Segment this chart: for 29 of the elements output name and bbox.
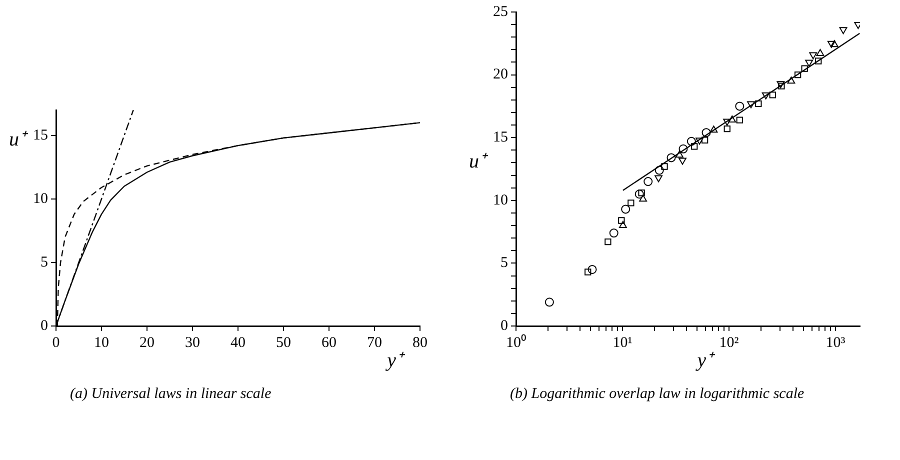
x-axis-title: y⁺ [695, 349, 716, 372]
y-tick-label: 10 [33, 190, 48, 207]
x-tick-label: 20 [140, 334, 154, 351]
y-tick-label: 0 [40, 318, 48, 334]
text: (a) Universal laws in linear scale [69, 385, 272, 404]
x-tick-label: 70 [367, 334, 382, 351]
x-tick-label: 60 [322, 334, 336, 351]
y-axis-title: u⁺ [9, 128, 29, 150]
y-tick-label: 25 [493, 4, 508, 20]
y-tick-label: 10 [493, 192, 508, 208]
x-tick-label: 40 [230, 334, 246, 351]
text: (b) Logarithmic overlap law in logarithmic scale [509, 385, 806, 404]
y-tick-label: 0 [500, 318, 508, 334]
x-axis-title: y⁺ [385, 349, 406, 372]
x-tick-label: 10¹ [612, 334, 632, 351]
y-tick-label: 15 [493, 130, 508, 146]
x-tick-label: 50 [276, 334, 291, 351]
x-tick-label: 10³ [826, 334, 846, 351]
y-tick-label: 20 [493, 66, 508, 83]
x-tick-label: 10 [94, 334, 109, 351]
x-tick-label: 80 [412, 334, 428, 351]
y-tick-label: 5 [40, 254, 48, 270]
y-axis-title: u⁺ [469, 150, 489, 172]
x-tick-label: 0 [52, 334, 60, 351]
y-tick-label: 5 [500, 255, 508, 272]
y-tick-label: 15 [33, 127, 48, 144]
x-tick-label: 10² [719, 334, 740, 351]
x-tick-label: 10⁰ [506, 334, 526, 351]
x-tick-label: 30 [185, 334, 200, 351]
